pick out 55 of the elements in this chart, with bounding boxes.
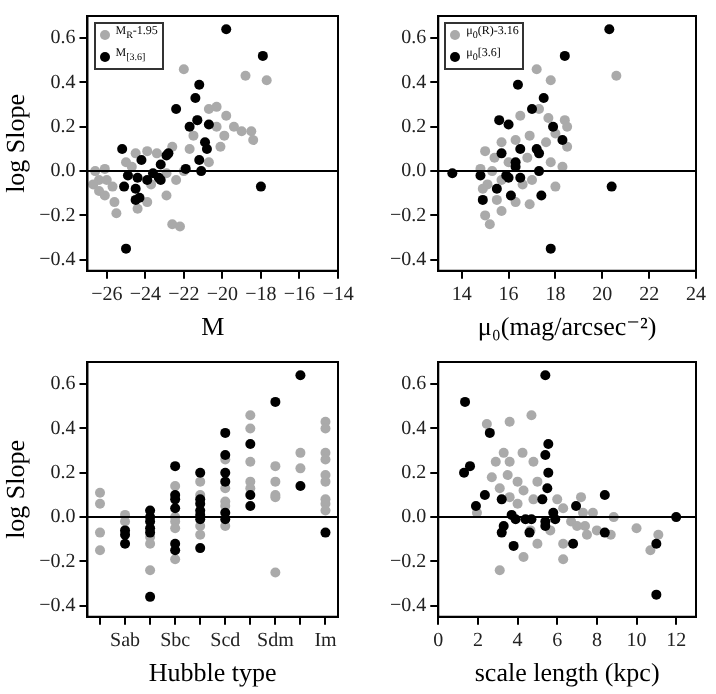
x-tick-label: Im [314,630,338,653]
y-tick-label: 0.4 [401,71,427,94]
x-tick-label: 4 [512,630,523,653]
y-tick-label: 0.4 [50,71,76,94]
x-tick-label: 2 [472,630,483,653]
y-tick-label: 0.0 [401,506,427,529]
x-tick-label: Scd [210,630,241,653]
x-axis-title: M [201,311,226,342]
y-tick-label: 0.2 [401,462,427,485]
y-tick-label: −0.4 [39,594,76,617]
x-tick-label: 22 [639,284,660,307]
x-tick-label: Sab [110,630,141,653]
x-axis-title: Hubble type [148,657,278,688]
y-tick-label: 0.0 [50,506,76,529]
x-tick-label: Sdm [257,630,295,653]
y-tick-label: 0.4 [401,417,427,440]
y-tick-label: 0.0 [401,160,427,183]
y-axis-title: log Slope [0,439,31,539]
y-tick-label: 0.6 [401,27,427,50]
x-tick-label: Sbc [160,630,192,653]
y-tick-label: 0.6 [401,373,427,396]
y-axis-title: log Slope [0,93,31,193]
x-tick-label: −14 [322,284,354,307]
x-tick-label: −16 [283,284,316,307]
y-tick-label: −0.4 [390,594,427,617]
x-tick-label: −24 [129,284,161,307]
y-tick-label: 0.2 [50,462,76,485]
x-tick-label: 18 [545,284,566,307]
x-tick-label: 10 [626,630,647,653]
x-tick-label: 12 [666,630,687,653]
y-tick-label: 0.0 [50,160,76,183]
x-tick-label: 8 [591,630,602,653]
x-tick-label: −26 [91,284,123,307]
x-axis-title: scale length (kpc) [474,657,660,688]
x-tick-label: 24 [686,284,706,307]
x-tick-label: 0 [433,630,444,653]
y-tick-label: −0.2 [39,204,76,227]
x-axis-title: μ₀(mag/arcsec⁻²) [477,311,657,342]
y-tick-label: −0.4 [390,248,427,271]
y-tick-label: 0.6 [50,27,76,50]
y-tick-label: −0.4 [39,248,76,271]
y-tick-label: 0.2 [50,116,76,139]
y-tick-label: −0.2 [390,204,427,227]
x-tick-label: 6 [552,630,563,653]
x-tick-label: −18 [245,284,277,307]
y-tick-label: 0.4 [50,417,76,440]
x-tick-label: −22 [168,284,200,307]
x-tick-label: 20 [592,284,613,307]
y-tick-label: −0.2 [390,550,427,573]
x-tick-label: −20 [206,284,239,307]
y-tick-label: 0.6 [50,373,76,396]
y-tick-label: −0.2 [39,550,76,573]
y-tick-label: 0.2 [401,116,427,139]
x-tick-label: 14 [451,284,472,307]
x-tick-label: 16 [498,284,519,307]
